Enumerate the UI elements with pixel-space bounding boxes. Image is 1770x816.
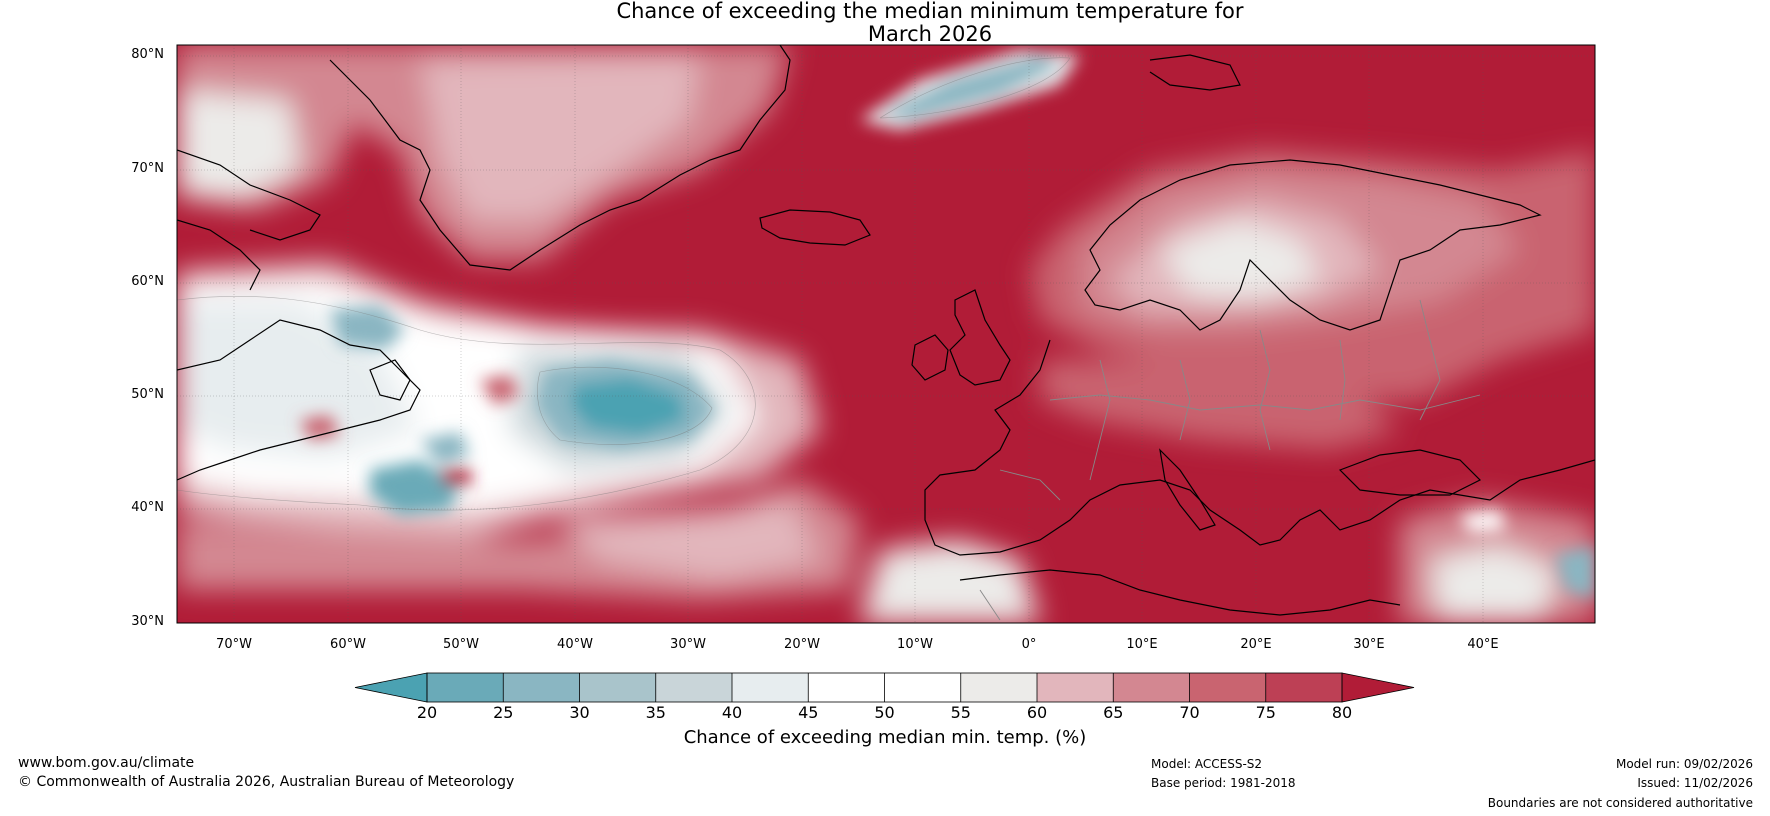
graticule bbox=[177, 45, 1595, 623]
lat-label-50n: 50°N bbox=[131, 387, 164, 402]
colorbar-over-arrow bbox=[1341, 672, 1415, 703]
britain-coast bbox=[949, 289, 1011, 386]
lon-label-30w: 30°W bbox=[670, 637, 706, 652]
colorbar-under-arrow bbox=[354, 672, 428, 703]
title-line-1: Chance of exceeding the median minimum t… bbox=[616, 0, 1244, 23]
cb-tick-45: 45 bbox=[798, 703, 819, 722]
lon-label-10e: 10°E bbox=[1126, 637, 1158, 652]
website-link[interactable]: www.bom.gov.au/climate bbox=[18, 755, 195, 771]
issued-date: Issued: 11/02/2026 bbox=[1637, 776, 1753, 790]
lon-label-60w: 60°W bbox=[330, 637, 366, 652]
cb-tick-70: 70 bbox=[1179, 703, 1200, 722]
greenland-coast bbox=[329, 45, 791, 271]
lat-label-60n: 60°N bbox=[131, 274, 164, 289]
lon-label-20e: 20°E bbox=[1240, 637, 1272, 652]
lon-label-0: 0° bbox=[1021, 637, 1037, 652]
borders bbox=[979, 299, 1481, 621]
labrador-coast bbox=[177, 319, 421, 481]
colorbar-swatch bbox=[1189, 673, 1266, 702]
cb-tick-20: 20 bbox=[416, 703, 438, 722]
baffin-coast bbox=[177, 149, 321, 241]
cb-tick-25: 25 bbox=[493, 703, 514, 722]
ireland-coast bbox=[911, 334, 949, 381]
colorbar-swatch bbox=[503, 673, 580, 702]
cb-tick-60: 60 bbox=[1026, 703, 1048, 722]
colorbar-swatch bbox=[1113, 673, 1190, 702]
map-frame bbox=[176, 44, 1596, 624]
lon-label-30e: 30°E bbox=[1353, 637, 1385, 652]
lat-label-70n: 70°N bbox=[131, 161, 164, 176]
probability-field bbox=[177, 45, 1595, 623]
coastlines bbox=[177, 45, 1595, 616]
cb-tick-80: 80 bbox=[1331, 703, 1353, 722]
cb-tick-50: 50 bbox=[874, 703, 895, 722]
scandinavia-coast bbox=[1084, 159, 1542, 331]
colorbar-swatch bbox=[655, 673, 732, 702]
colorbar-swatch bbox=[884, 673, 961, 702]
black-sea-coast bbox=[1338, 449, 1482, 496]
cb-tick-40: 40 bbox=[721, 703, 743, 722]
colorbar-swatch bbox=[579, 673, 656, 702]
disclaimer-text: Boundaries are not considered authoritat… bbox=[1487, 796, 1753, 810]
lon-label-40e: 40°E bbox=[1467, 637, 1499, 652]
iceland-coast bbox=[759, 209, 871, 246]
lat-label-30n: 30°N bbox=[131, 614, 164, 629]
lon-label-40w: 40°W bbox=[557, 637, 593, 652]
base-period: Base period: 1981-2018 bbox=[1151, 776, 1296, 790]
lat-label-80n: 80°N bbox=[131, 47, 164, 62]
cb-tick-65: 65 bbox=[1103, 703, 1124, 722]
copyright-text: © Commonwealth of Australia 2026, Austra… bbox=[18, 774, 515, 790]
colorbar-swatch bbox=[732, 673, 809, 702]
colorbar-swatch bbox=[960, 673, 1037, 702]
lon-label-70w: 70°W bbox=[216, 637, 252, 652]
colorbar-title: Chance of exceeding median min. temp. (%… bbox=[683, 727, 1087, 748]
colorbar-swatch bbox=[1037, 673, 1114, 702]
lon-label-20w: 20°W bbox=[784, 637, 820, 652]
africa-coast bbox=[959, 569, 1401, 616]
lat-label-40n: 40°N bbox=[131, 500, 164, 515]
map-title: Chance of exceeding the median minimum t… bbox=[560, 0, 1300, 46]
cb-tick-35: 35 bbox=[645, 703, 666, 722]
colorbar-swatch bbox=[1265, 673, 1342, 702]
cb-tick-75: 75 bbox=[1255, 703, 1276, 722]
lon-label-10w: 10°W bbox=[897, 637, 933, 652]
model-name: Model: ACCESS-S2 bbox=[1151, 757, 1263, 771]
model-run-date: Model run: 09/02/2026 bbox=[1615, 757, 1753, 771]
colorbar-swatch bbox=[427, 673, 504, 702]
cb-tick-30: 30 bbox=[569, 703, 590, 722]
lon-label-50w: 50°W bbox=[443, 637, 479, 652]
cb-tick-55: 55 bbox=[950, 703, 971, 722]
colorbar bbox=[354, 672, 1415, 703]
colorbar-frame bbox=[426, 672, 1343, 703]
colorbar-swatch bbox=[808, 673, 885, 702]
title-line-2: March 2026 bbox=[867, 22, 993, 46]
